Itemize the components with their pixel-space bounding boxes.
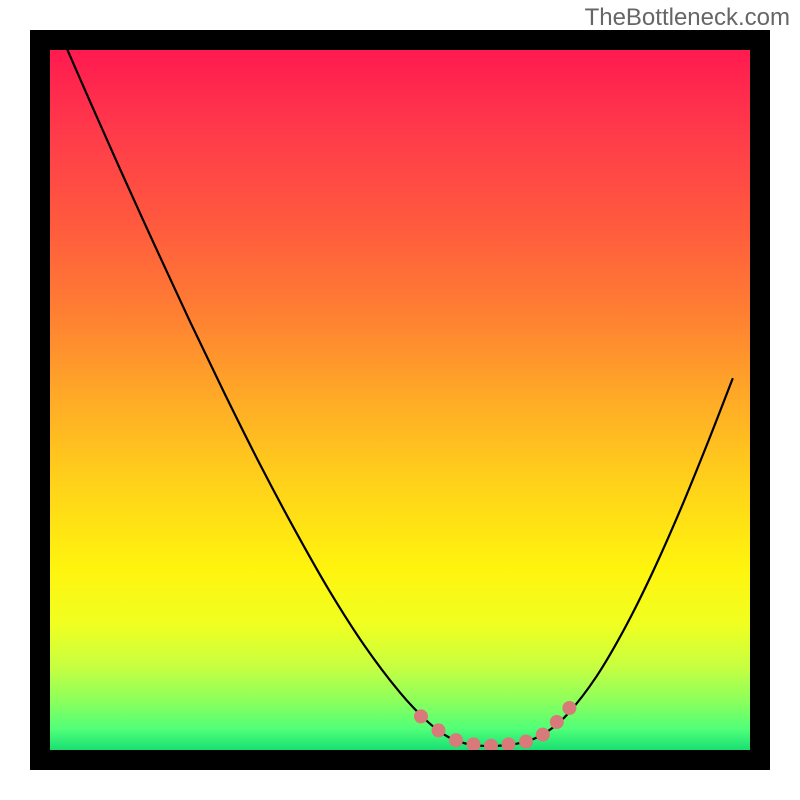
- data-dot: [414, 709, 428, 723]
- data-dot: [432, 723, 446, 737]
- data-dot: [449, 733, 463, 747]
- data-dot: [550, 715, 564, 729]
- data-dot: [519, 735, 533, 749]
- plot-area: [50, 50, 750, 750]
- chart-frame: [30, 30, 770, 770]
- gradient-background: [50, 50, 750, 750]
- watermark-text: TheBottleneck.com: [585, 4, 790, 32]
- chart-svg: [50, 50, 750, 750]
- data-dot: [562, 701, 576, 715]
- data-dot: [536, 728, 550, 742]
